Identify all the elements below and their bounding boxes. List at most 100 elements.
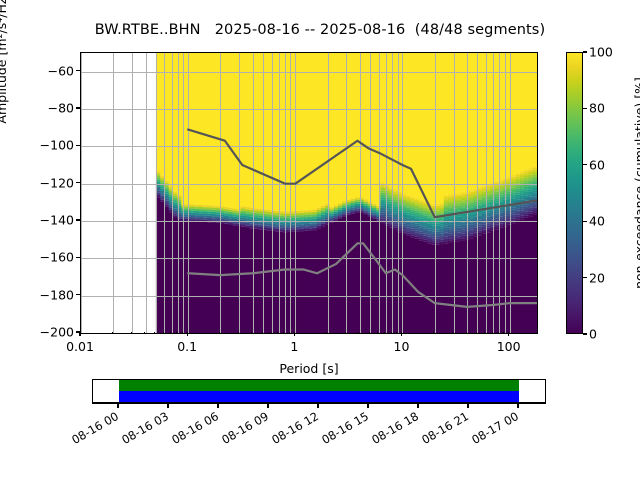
x-axis-minor-tick-mark <box>465 332 467 335</box>
colorbar-tick-mark <box>583 220 587 222</box>
page-title: BW.RTBE..BHN 2025-08-16 -- 2025-08-16 (4… <box>94 22 546 38</box>
x-axis-tick-label: 0.01 <box>66 339 94 354</box>
coverage-band-green <box>119 380 519 391</box>
timeline-tick-mark <box>417 403 419 408</box>
gridline-horizontal <box>81 221 537 222</box>
x-axis-tick-label: 100 <box>496 339 521 354</box>
y-axis-tick-label: −60 <box>47 63 74 79</box>
x-axis-minor-tick-mark <box>396 332 398 335</box>
y-axis-tick-mark <box>76 256 80 259</box>
x-axis-minor-tick-mark <box>497 332 499 335</box>
colorbar-tick-label: 20 <box>589 270 605 286</box>
x-axis-minor-tick-mark <box>452 332 454 335</box>
gridline-horizontal <box>81 183 537 185</box>
coverage-band-blue <box>119 391 519 402</box>
y-axis-tick-label: −160 <box>39 249 74 265</box>
colorbar <box>566 52 583 334</box>
noise-model-line <box>187 242 537 308</box>
timeline-tick-mark <box>167 403 169 408</box>
gridline-horizontal <box>81 146 537 148</box>
gridline-horizontal <box>81 295 537 297</box>
gridline-horizontal <box>81 258 537 260</box>
x-axis-minor-tick-mark <box>144 332 146 335</box>
gridline-vertical <box>485 53 487 333</box>
y-axis-tick-mark <box>76 219 80 221</box>
gridline-vertical <box>239 53 241 333</box>
timeline-tick-mark <box>117 403 119 408</box>
y-axis-tick-label: −80 <box>47 100 74 116</box>
x-axis-tick-mark <box>186 332 188 336</box>
x-axis-minor-tick-mark <box>218 332 220 335</box>
gridline-vertical <box>177 53 179 333</box>
gridline-horizontal <box>81 71 537 73</box>
gridline-horizontal <box>81 109 537 110</box>
gridline-vertical <box>385 53 387 333</box>
x-axis-minor-tick-mark <box>358 332 360 335</box>
gridline-vertical <box>145 53 147 333</box>
x-axis-minor-tick-mark <box>237 332 239 335</box>
gridline-vertical <box>188 53 190 333</box>
gridline-vertical <box>467 53 468 333</box>
y-axis-tick-label: −180 <box>39 287 74 303</box>
x-axis-tick-label: 10 <box>393 339 410 354</box>
y-axis-tick-mark <box>76 107 80 109</box>
colorbar-label: non-exceedance (cumulative) [%] <box>632 77 640 289</box>
x-axis-minor-tick-mark <box>368 332 370 335</box>
x-axis-minor-tick-mark <box>491 332 493 335</box>
gridline-vertical <box>271 53 273 333</box>
gridline-vertical <box>359 53 361 333</box>
x-axis-minor-tick-mark <box>176 332 178 335</box>
colorbar-tick-label: 60 <box>589 157 605 173</box>
timeline-axis-line <box>92 402 546 404</box>
gridline-vertical <box>113 53 115 333</box>
y-axis-tick-label: −200 <box>39 324 74 340</box>
y-axis-tick-label: −100 <box>39 137 74 153</box>
x-axis-minor-tick-mark <box>288 332 290 335</box>
colorbar-tick-mark <box>583 107 587 110</box>
x-axis-minor-tick-mark <box>270 332 272 335</box>
colorbar-tick-mark <box>583 51 587 53</box>
gridline-vertical <box>477 53 479 333</box>
gridline-vertical <box>81 53 82 333</box>
noise-model-line <box>187 128 537 219</box>
x-axis-tick-mark <box>508 332 510 336</box>
colorbar-tick-label: 0 <box>589 326 597 342</box>
timeline-tick-mark <box>267 403 269 408</box>
gridline-vertical <box>171 53 173 333</box>
gridline-vertical <box>220 53 222 333</box>
x-axis-minor-tick-mark <box>377 332 379 335</box>
x-axis-minor-tick-mark <box>484 332 486 335</box>
y-axis-tick-label: −140 <box>39 212 74 228</box>
gridline-vertical <box>397 53 399 333</box>
x-axis-minor-tick-mark <box>475 332 477 335</box>
x-axis-tick-mark <box>79 332 81 336</box>
y-axis-tick-label: −120 <box>39 175 74 191</box>
noise-model-lines <box>187 128 537 308</box>
gridline-vertical <box>509 53 511 333</box>
colorbar-tick-label: 80 <box>589 100 605 116</box>
x-axis-label: Period [s] <box>279 361 339 376</box>
x-axis-minor-tick-mark <box>384 332 386 335</box>
x-axis-minor-tick-mark <box>181 332 183 335</box>
y-axis-tick-mark <box>76 331 80 333</box>
y-axis-tick-mark <box>76 70 80 72</box>
x-axis-minor-tick-mark <box>170 332 172 335</box>
colorbar-tick-mark <box>583 333 587 335</box>
gridline-vertical <box>370 53 372 333</box>
x-axis-minor-tick-mark <box>283 332 285 335</box>
colorbar-tick-label: 40 <box>589 213 605 229</box>
ppsd-plot-area <box>80 52 538 334</box>
x-axis-minor-tick-mark <box>433 332 435 335</box>
gridline-vertical <box>493 53 495 333</box>
gridline-vertical <box>392 53 394 333</box>
y-axis-tick-mark <box>76 144 80 147</box>
x-axis-tick-label: 1 <box>290 339 299 354</box>
gridline-vertical <box>327 53 329 333</box>
gridline-vertical <box>434 53 436 333</box>
gridline-vertical <box>284 53 286 333</box>
timeline-tick-mark <box>217 403 219 408</box>
gridline-vertical <box>346 53 348 333</box>
x-axis-minor-tick-mark <box>251 332 253 335</box>
data-coverage-timeline <box>92 379 546 403</box>
gridline-vertical <box>263 53 265 333</box>
